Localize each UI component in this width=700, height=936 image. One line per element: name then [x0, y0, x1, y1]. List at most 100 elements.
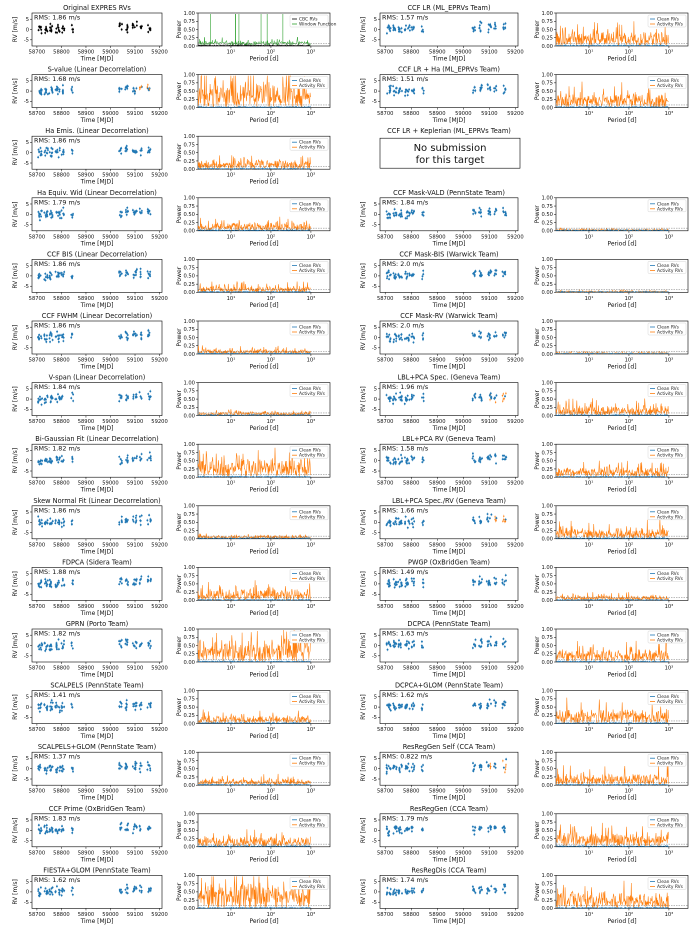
legend-entry: Activity RVs	[299, 330, 326, 336]
rv-point	[48, 765, 51, 768]
power-ytick-label: 0.00	[541, 475, 553, 481]
power-ytick-label: 0.75	[183, 758, 195, 764]
power-ytick-label: 1.00	[183, 627, 195, 633]
legend-entry: Activity RVs	[299, 638, 326, 644]
power-xtick-label: 10³	[665, 604, 674, 610]
rv-point	[473, 334, 476, 337]
rv-point	[404, 585, 407, 588]
rv-point	[45, 772, 48, 775]
power-ytick-label: 0.75	[541, 450, 553, 456]
rv-point	[132, 90, 134, 93]
rv-point	[59, 709, 61, 712]
power-ytick-label: 1.00	[541, 257, 553, 263]
rv-xtick-label: 59100	[127, 604, 144, 610]
rv-point	[134, 396, 137, 399]
clean-line	[197, 352, 311, 355]
rv-point	[134, 583, 137, 586]
rv-point	[58, 828, 61, 831]
rv-point	[45, 28, 48, 31]
rv-point	[126, 583, 129, 585]
no-submission-text: No submission	[414, 143, 487, 154]
power-xlabel: Period [d]	[607, 56, 636, 63]
power-ytick-label: 0.75	[541, 573, 553, 579]
power-ytick-label: 0.00	[183, 352, 195, 358]
rv-scatter-series	[385, 20, 507, 35]
rv-point	[60, 153, 63, 156]
rv-xtick-label: 59000	[455, 50, 472, 56]
power-xtick-label: 10²	[625, 296, 634, 302]
rv-point	[479, 88, 482, 91]
rv-point	[388, 213, 391, 216]
rv-ytick-label: 0	[26, 212, 29, 218]
rv-point	[119, 216, 122, 218]
rv-point	[57, 271, 59, 274]
rv-point	[485, 580, 488, 583]
activity-line	[197, 74, 311, 108]
legend-entry: Activity RVs	[657, 206, 684, 212]
rv-point	[138, 515, 141, 518]
rv-point	[479, 393, 482, 396]
rv-xtick-label: 58800	[53, 666, 70, 672]
power-ytick-label: 1.00	[183, 688, 195, 694]
rv-ylabel: RV [m/s]	[360, 78, 367, 104]
rv-point	[421, 213, 424, 216]
power-ytick-label: 0.75	[183, 697, 195, 703]
rv-point	[471, 457, 474, 460]
rv-point	[148, 826, 151, 829]
rms-label: RMS: 1.86 m/s	[34, 322, 81, 330]
rv-point	[479, 458, 482, 461]
rv-point	[494, 518, 496, 521]
rv-xtick-label: 59100	[481, 296, 498, 302]
power-xtick-label: 10³	[307, 666, 316, 672]
rv-point	[407, 520, 410, 523]
rv-point	[395, 212, 398, 214]
panel-title: PWGP (OxBridGen Team)	[408, 558, 490, 566]
power-xtick-label: 10¹	[585, 234, 594, 240]
rv-point	[479, 522, 482, 524]
rv-ytick-label: -5	[372, 38, 377, 44]
power-xtick-label: 10¹	[227, 173, 236, 179]
rms-label: RMS: 1.41 m/s	[34, 691, 81, 699]
rv-xlabel: Time [MJD]	[432, 56, 466, 63]
activity-line	[555, 21, 669, 47]
rv-point	[133, 767, 136, 770]
rv-point	[61, 27, 64, 30]
rv-point	[133, 457, 136, 460]
rv-point	[62, 336, 65, 339]
rv-point	[54, 335, 57, 338]
rv-point	[404, 522, 407, 525]
rv-point	[502, 92, 505, 95]
rv-point	[149, 645, 152, 647]
rv-point	[147, 523, 150, 526]
rv-point	[474, 29, 477, 32]
power-ylabel: Power	[176, 697, 183, 716]
rms-label: RMS: 1.79 m/s	[34, 198, 81, 206]
rv-point	[140, 889, 143, 892]
rv-point	[135, 210, 138, 213]
rv-point	[57, 705, 59, 708]
rv-point	[56, 401, 59, 403]
rv-point	[472, 27, 475, 30]
rv-point	[473, 26, 476, 29]
rv-xtick-label: 59000	[102, 419, 119, 425]
rv-point	[139, 762, 142, 765]
power-ytick-label: 0.75	[183, 512, 195, 518]
rv-xlabel: Time [MJD]	[432, 548, 466, 555]
power-ytick-label: 0.25	[183, 159, 195, 165]
rv-point	[38, 766, 41, 769]
rv-point	[147, 277, 150, 280]
rv-point	[51, 151, 54, 154]
power-ytick-label: 0.75	[541, 389, 553, 395]
rv-point	[411, 335, 414, 338]
rv-point	[480, 581, 483, 584]
rv-point	[126, 271, 128, 274]
legend-box	[647, 507, 687, 520]
clean-line	[197, 167, 311, 170]
rv-point	[489, 392, 492, 395]
rv-point	[46, 522, 49, 525]
rv-point	[393, 94, 396, 97]
rv-xtick-label: 58700	[29, 234, 46, 240]
rv-point	[410, 211, 413, 214]
activity-line	[555, 592, 669, 601]
